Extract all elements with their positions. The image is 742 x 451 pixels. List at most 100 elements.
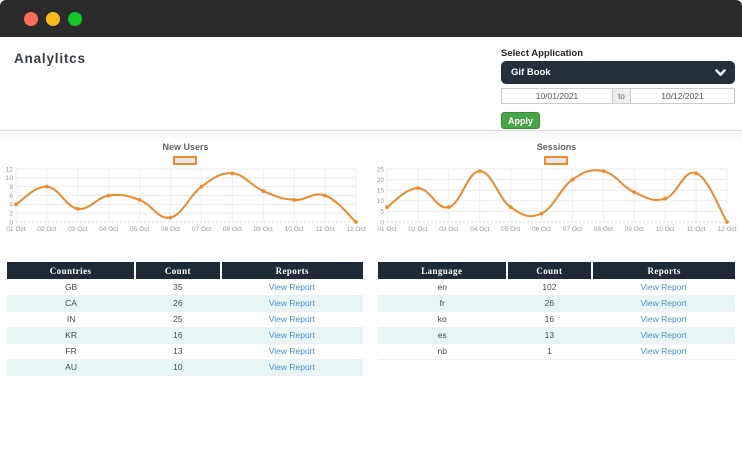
column-header: Count	[505, 262, 593, 279]
table-cell: fr	[378, 295, 507, 312]
page-title: Analylitcs	[14, 51, 86, 66]
svg-text:12 Oct: 12 Oct	[346, 226, 365, 233]
svg-text:01 Oct: 01 Oct	[6, 226, 25, 233]
minimize-button[interactable]	[46, 12, 60, 26]
svg-text:06 Oct: 06 Oct	[532, 226, 551, 233]
chart-title: New Users	[162, 142, 209, 152]
table-cell: 13	[506, 327, 593, 344]
view-report-link[interactable]: View Report	[640, 346, 687, 356]
sessions-chart: Sessions 0 5 10 15 20 25 01 Oct 02 Oct 03 Oct 04 …	[371, 140, 742, 250]
view-report-link[interactable]: View Report	[640, 281, 687, 292]
table-cell: View Report	[220, 327, 363, 344]
svg-text:12 Oct: 12 Oct	[717, 226, 736, 233]
table-cell: 26	[135, 295, 221, 312]
table-row: es 13 View Report	[378, 327, 735, 344]
table-cell: ko	[378, 311, 507, 328]
svg-text:10 Oct: 10 Oct	[656, 226, 675, 233]
maximize-button[interactable]	[68, 12, 82, 26]
table-cell: 26	[506, 295, 593, 312]
svg-text:4: 4	[9, 202, 13, 209]
table-cell: GB	[7, 279, 136, 296]
view-report-link[interactable]: View Report	[268, 362, 315, 372]
svg-text:15: 15	[377, 188, 385, 195]
view-report-link[interactable]: View Report	[268, 298, 315, 308]
column-header: Count	[134, 262, 221, 279]
apply-button[interactable]: Apply	[501, 112, 540, 129]
table-cell: nb	[378, 343, 507, 360]
table-cell: 35	[135, 279, 221, 296]
svg-text:09 Oct: 09 Oct	[254, 226, 273, 233]
table-header-row: Language Count Reports	[378, 262, 735, 279]
view-report-link[interactable]: View Report	[268, 330, 315, 340]
legend-swatch[interactable]	[543, 156, 568, 165]
table-cell: View Report	[220, 295, 363, 312]
window-titlebar	[0, 0, 742, 37]
view-report-link[interactable]: View Report	[640, 330, 687, 340]
view-report-link[interactable]: View Report	[268, 346, 315, 356]
countries-table: Countries Count Reports GB 35 View Report CA 2…	[7, 262, 363, 376]
svg-text:06 Oct: 06 Oct	[161, 226, 180, 233]
table-cell: 13	[135, 343, 221, 360]
line-plot: 0 24 6 8 10 12 01 Oct 02 Oct 03 Oct 04 Oct 05 Oct 0…	[6, 166, 366, 233]
svg-text:10: 10	[377, 198, 385, 205]
table-cell: View Report	[592, 343, 735, 360]
view-report-link[interactable]: View Report	[640, 314, 687, 324]
table-cell: es	[378, 327, 507, 344]
table-cell: 16	[506, 311, 593, 328]
date-from-input[interactable]	[501, 88, 612, 104]
svg-text:09 Oct: 09 Oct	[625, 226, 644, 233]
line-plot: 0 5 10 15 20 25 01 Oct 02 Oct 03 Oct 04 Oct 05 Oct…	[377, 166, 737, 233]
section-divider-band	[0, 131, 742, 139]
table-row: CA 26 View Report	[7, 295, 363, 312]
table-cell: FR	[7, 343, 136, 360]
table-cell: View Report	[220, 343, 363, 360]
application-dropdown[interactable]: Gif Book	[501, 61, 735, 84]
svg-text:07 Oct: 07 Oct	[192, 226, 211, 233]
table-cell: View Report	[220, 279, 363, 296]
table-cell: 16	[135, 327, 221, 344]
table-row: fr 26 View Report	[378, 295, 735, 312]
svg-text:12: 12	[6, 166, 14, 173]
table-row: KR 16 View Report	[7, 327, 363, 344]
svg-text:6: 6	[9, 193, 13, 200]
svg-text:05 Oct: 05 Oct	[130, 226, 149, 233]
column-header: Reports	[591, 262, 735, 279]
table-cell: 102	[506, 279, 593, 296]
date-to-input[interactable]	[631, 88, 735, 104]
svg-text:08 Oct: 08 Oct	[594, 226, 613, 233]
view-report-link[interactable]: View Report	[640, 298, 687, 308]
table-row: nb 1 View Report	[378, 343, 735, 360]
table-cell: View Report	[592, 295, 735, 312]
table-row: AU 10 View Report	[7, 359, 363, 376]
table-cell: View Report	[220, 311, 363, 328]
column-header: Countries	[7, 262, 136, 279]
table-cell: CA	[7, 295, 136, 312]
table-row: FR 13 View Report	[7, 343, 363, 360]
close-button[interactable]	[24, 12, 38, 26]
date-separator: to	[612, 88, 631, 104]
table-cell: View Report	[592, 311, 735, 328]
view-report-link[interactable]: View Report	[268, 281, 315, 292]
section-divider	[0, 130, 742, 131]
date-range: to	[501, 88, 735, 104]
view-report-link[interactable]: View Report	[268, 314, 315, 324]
new-users-chart: New Users 0 2 4 6 8 10 12 01 Oct 02 Oct 03 Oct 04 …	[0, 140, 371, 250]
svg-text:04 Oct: 04 Oct	[99, 226, 118, 233]
svg-text:05 Oct: 05 Oct	[501, 226, 520, 233]
svg-text:0: 0	[380, 219, 384, 226]
table-header-row: Countries Count Reports	[7, 262, 363, 279]
svg-text:07 Oct: 07 Oct	[563, 226, 582, 233]
table-row: en 102 View Report	[378, 279, 735, 296]
svg-text:11 Oct: 11 Oct	[687, 226, 706, 233]
svg-text:2: 2	[9, 210, 13, 217]
column-header: Language	[378, 262, 507, 279]
legend-swatch[interactable]	[172, 156, 197, 165]
svg-text:10: 10	[6, 175, 14, 182]
table-row: GB 35 View Report	[7, 279, 363, 296]
svg-text:02 Oct: 02 Oct	[37, 226, 56, 233]
svg-text:04 Oct: 04 Oct	[470, 226, 489, 233]
table-cell: AU	[7, 359, 136, 376]
table-cell: en	[378, 279, 507, 296]
svg-text:08 Oct: 08 Oct	[223, 226, 242, 233]
